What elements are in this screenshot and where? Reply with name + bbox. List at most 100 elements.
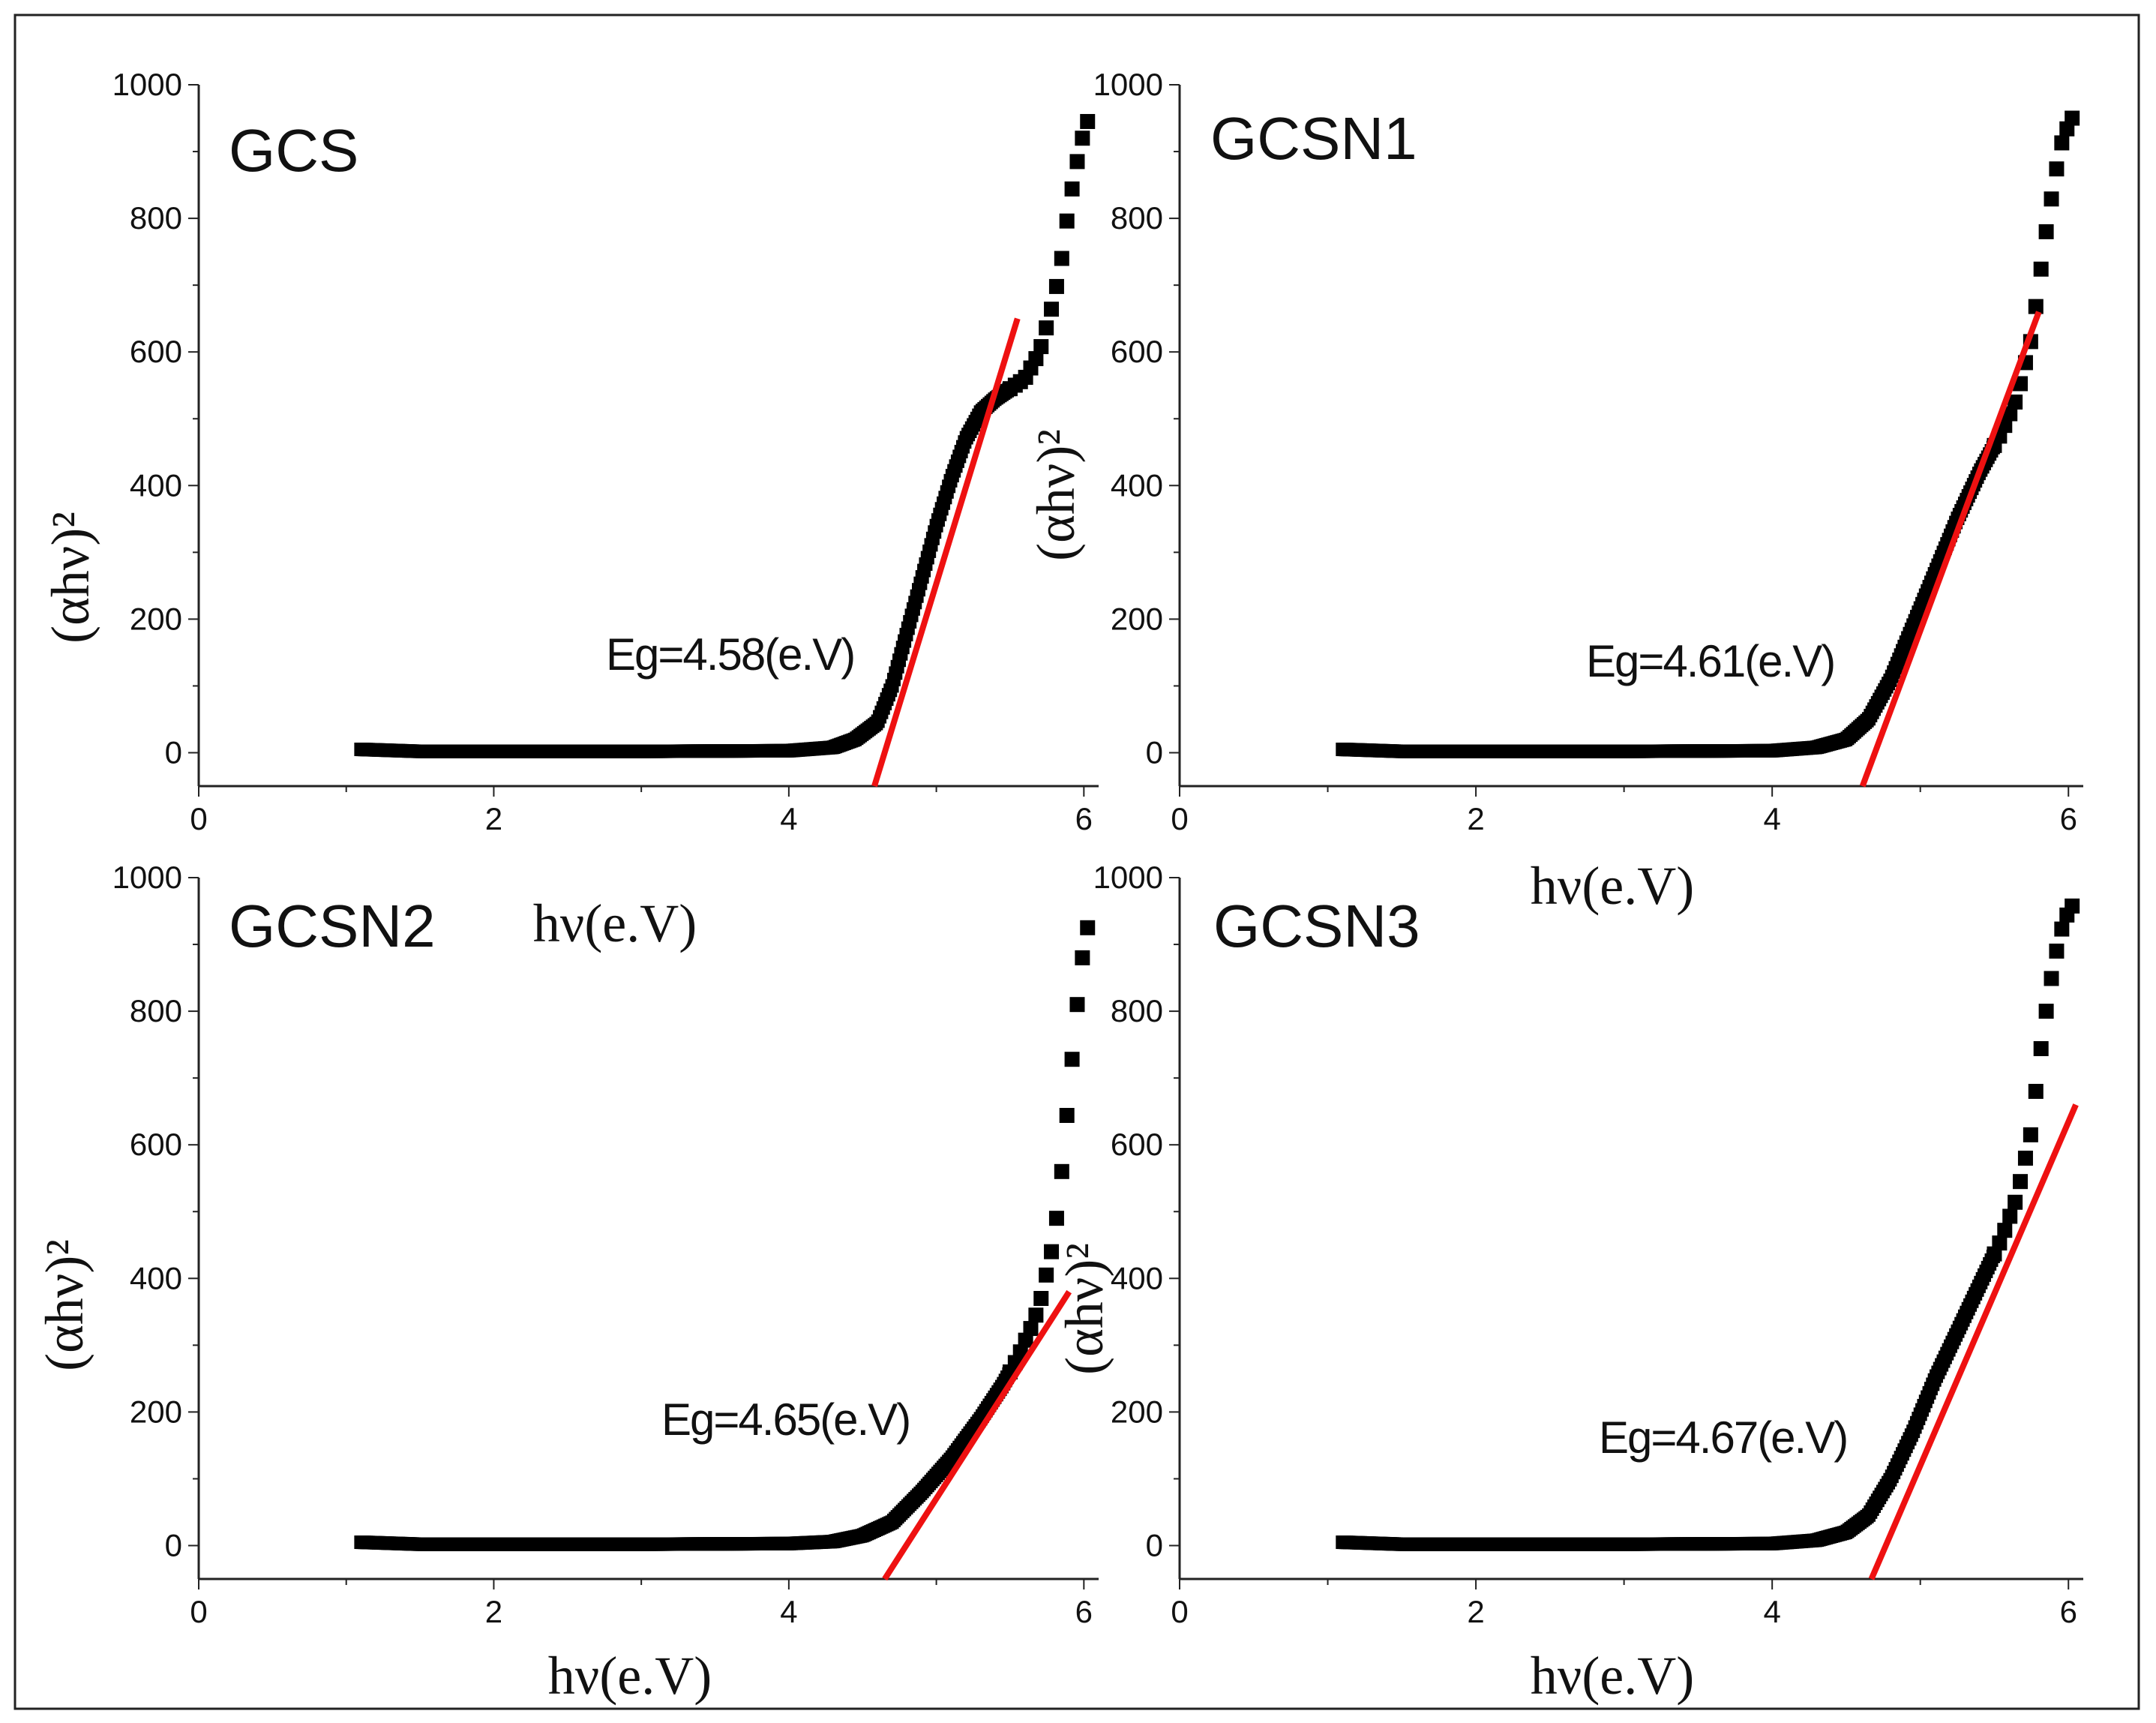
data-point [1044,1244,1060,1259]
x-tick-label: 6 [2060,801,2077,836]
y-tick-label: 1000 [1093,860,1163,895]
data-point [1059,1108,1075,1124]
data-point [1028,1307,1044,1323]
x-tick-label: 2 [485,801,502,836]
data-point [2065,898,2080,914]
x-tick-label: 0 [190,801,207,836]
fit-line [871,317,1021,788]
data-point [1059,213,1075,229]
data-point [2002,1208,2018,1224]
y-tick-label: 200 [1111,601,1163,636]
data-point [1039,320,1054,336]
data-point [2033,261,2049,277]
y-tick-label: 0 [1146,1527,1163,1562]
data-point [1033,1291,1049,1306]
x-tick-label: 6 [2060,1594,2077,1629]
data-point [2049,943,2065,959]
y-tick-label: 1000 [112,67,182,102]
fit-line [1868,1103,2079,1580]
chart-panel-gcsn1: 0 2 4 6 0 200 400 600 800 1000 [1093,67,2083,836]
y-tick-label: 1000 [1093,67,1163,102]
x-tick-label: 6 [1075,801,1093,836]
x-axis-title-gcs: hν(e.V) [533,893,697,953]
y-tick-label: 800 [130,993,182,1028]
data-point [2054,135,2070,151]
data-point [2028,299,2044,314]
data-point [2013,1174,2029,1190]
data-point [1069,997,1085,1013]
y-tick-label: 0 [1146,734,1163,770]
y-tick-label: 400 [130,467,182,503]
x-tick-label: 0 [1171,801,1188,836]
data-point [1064,1052,1080,1067]
data-point [2065,110,2080,126]
data-point [1997,1223,2013,1238]
panel-label-gcs: GCS [229,117,358,184]
data-point [2038,224,2054,239]
data-point [2028,1083,2044,1099]
chart-panel-gcsn2: 0 2 4 6 0 200 400 600 800 1000 [112,860,1099,1629]
eg-annotation-gcsn3: Eg=4.67(e.V) [1599,1412,1847,1463]
fit-line [1859,311,2042,788]
y-tick-label: 400 [1111,467,1163,503]
y-tick-label: 600 [1111,1127,1163,1162]
figure-border [13,14,2140,1710]
data-point [1064,181,1080,197]
y-tick-label: 0 [165,1527,182,1562]
data-point [1080,920,1096,935]
x-tick-label: 0 [1171,1594,1188,1629]
y-tick-label: 800 [1111,993,1163,1028]
y-axis-title-gcs: (αhν)² [40,512,100,644]
data-series [354,113,1096,758]
data-point [2049,161,2065,177]
eg-annotation-gcs: Eg=4.58(e.V) [606,629,854,680]
y-axis-title-gcsn1: (αhν)² [1026,429,1086,561]
data-point [1992,1235,2008,1251]
x-tick-label: 4 [1763,801,1780,836]
fit-line [882,1289,1072,1581]
data-point [1018,1332,1033,1348]
data-point [1048,278,1064,294]
panel-label-gcsn2: GCSN2 [229,893,436,959]
data-point [1069,154,1085,170]
data-point [1075,131,1090,146]
eg-annotation-gcsn1: Eg=4.61(e.V) [1586,636,1834,686]
chart-panel-gcsn3: 0 2 4 6 0 200 400 600 800 1000 [1093,860,2083,1629]
data-point [1033,339,1049,355]
y-tick-label: 800 [130,200,182,236]
data-point [1054,251,1069,266]
data-series [1336,110,2080,758]
y-axis-title-gcsn3: (αhν)² [1054,1243,1114,1375]
data-point [2044,191,2059,207]
x-tick-label: 0 [190,1594,207,1629]
data-point [1075,950,1090,965]
data-point [2023,1127,2038,1142]
x-tick-label: 2 [1467,1594,1484,1629]
data-point [2038,1004,2054,1019]
data-point [1039,1267,1054,1283]
y-tick-label: 200 [1111,1394,1163,1429]
x-axis-title-gcsn3: hν(e.V) [1531,1646,1694,1706]
y-tick-label: 600 [130,334,182,369]
data-point [1044,302,1060,317]
chart-panel-gcs: 0 2 4 6 0 200 400 600 800 1000 [112,67,1099,836]
x-tick-label: 6 [1075,1594,1093,1629]
data-point [2044,971,2059,986]
data-point [1054,1163,1069,1179]
data-point [2033,1040,2049,1056]
x-tick-label: 2 [485,1594,502,1629]
y-tick-label: 200 [130,1394,182,1429]
panel-label-gcsn1: GCSN1 [1210,105,1417,172]
y-tick-label: 400 [130,1260,182,1295]
data-point [1028,351,1044,367]
eg-annotation-gcsn2: Eg=4.65(e.V) [661,1394,910,1445]
data-point [1080,113,1096,129]
x-axis-title-gcsn1: hν(e.V) [1531,856,1694,916]
y-tick-label: 800 [1111,200,1163,236]
data-point [1048,1211,1064,1226]
data-point [2008,394,2023,410]
data-point [2008,1194,2023,1210]
x-tick-label: 4 [1763,1594,1780,1629]
x-tick-label: 4 [780,1594,797,1629]
